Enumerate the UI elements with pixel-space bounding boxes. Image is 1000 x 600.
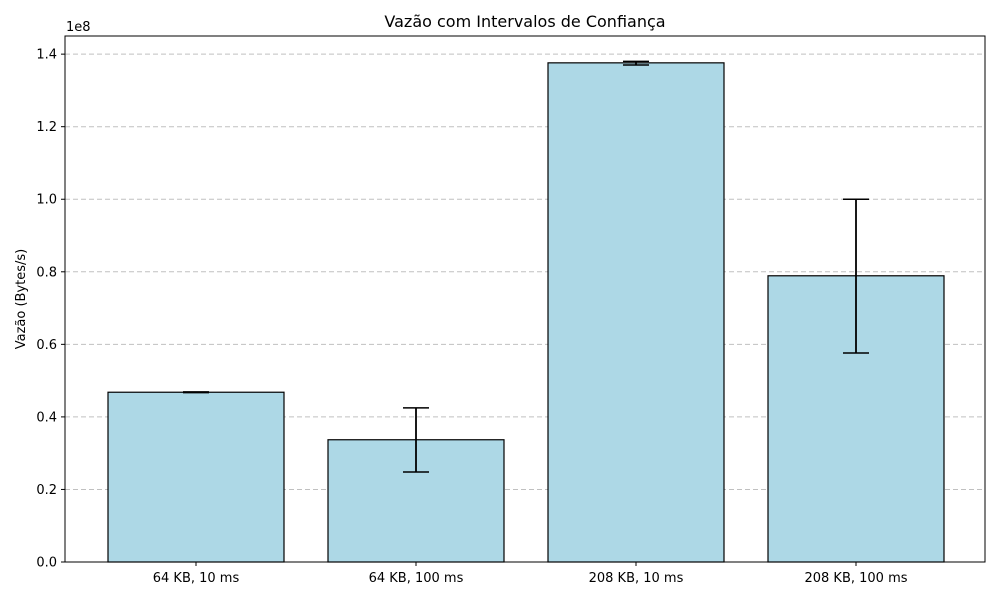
x-tick-label: 64 KB, 100 ms	[369, 571, 464, 586]
y-tick-label: 0.6	[36, 338, 57, 353]
y-multiplier-label: 1e8	[66, 20, 91, 35]
error-bars	[183, 60, 869, 473]
plot-frame	[64, 35, 986, 563]
y-tick-label: 0.2	[36, 483, 57, 498]
y-axis-label: Vazão (Bytes/s)	[14, 249, 29, 350]
x-tick-label: 208 KB, 10 ms	[589, 571, 684, 586]
y-tick-label: 1.0	[36, 193, 57, 208]
y-tick-label: 0.8	[36, 265, 57, 280]
y-tick-label: 0.0	[36, 556, 57, 571]
chart-title: Vazão com Intervalos de Confiança	[384, 12, 665, 31]
y-tick-label: 1.2	[36, 120, 57, 135]
x-tick-label: 208 KB, 100 ms	[804, 571, 907, 586]
y-axis-ticks: 0.0 0.2 0.4 0.6 0.8 1.0 1.2 1.4	[36, 48, 65, 571]
bars	[107, 62, 945, 563]
y-tick-label: 0.4	[36, 410, 57, 425]
x-axis-ticks: 64 KB, 10 ms 64 KB, 100 ms 208 KB, 10 ms 20…	[153, 562, 908, 586]
bar	[107, 391, 285, 563]
y-tick-label: 1.4	[36, 48, 57, 63]
x-tick-label: 64 KB, 10 ms	[153, 571, 240, 586]
bar	[547, 62, 725, 563]
